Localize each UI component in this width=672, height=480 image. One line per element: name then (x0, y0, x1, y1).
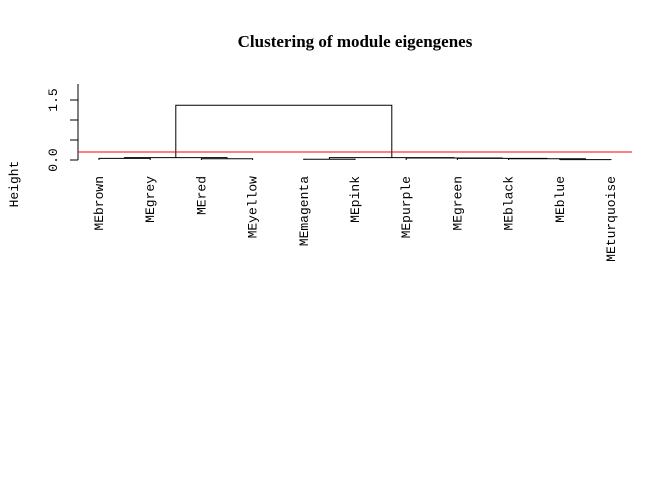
dendrogram-branch (303, 158, 356, 160)
dendrogram-branch (175, 104, 393, 158)
leaf-label: MEmagenta (297, 176, 312, 246)
leaf-label: MEpurple (399, 176, 414, 238)
chart-title: Clustering of module eigengenes (238, 32, 473, 51)
leaf-label: MEgrey (143, 176, 158, 223)
leaf-label: MEblack (502, 176, 517, 231)
dendrogram-branch (200, 158, 254, 160)
y-axis: 0.0 1.5 (46, 84, 79, 172)
leaf-label: MEpink (348, 176, 363, 223)
leaf-label: MEred (194, 176, 209, 215)
leaf-labels: MEbrown MEgrey MEred MEyellow MEmagenta MEpin… (92, 176, 619, 262)
dendrogram-branch (405, 157, 503, 160)
y-axis-label: Height (7, 161, 22, 208)
leaf-label: MEgreen (450, 176, 465, 231)
leaf-label: MEblue (553, 176, 568, 223)
y-tick-label: 1.5 (46, 88, 61, 111)
dendrogram-branch (98, 157, 151, 160)
leaf-label: MEbrown (92, 176, 107, 231)
dendrogram-tree (98, 104, 612, 161)
leaf-label: MEyellow (246, 176, 261, 239)
y-tick-label: 0.0 (46, 148, 61, 171)
leaf-label: MEturquoise (604, 176, 619, 262)
